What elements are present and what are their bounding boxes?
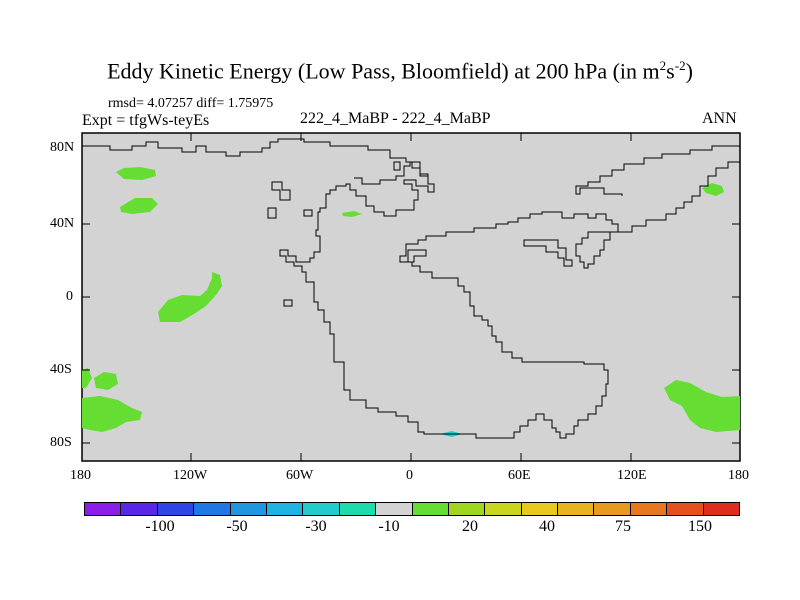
map-title: Eddy Kinetic Energy (Low Pass, Bloomfiel… [107,58,693,84]
lon-label-120e: 120E [617,468,647,483]
colorbar-swatch [194,503,231,515]
lon-label-60w: 60W [286,468,314,483]
colorbar-swatch [85,503,122,515]
coastline-island-6 [393,161,401,171]
positive-anomaly-patches [82,167,740,432]
patch-atlantic-north [342,211,362,217]
colorbar-label: -30 [305,518,327,535]
colorbar-label: 20 [462,518,478,535]
colorbar-label: -10 [378,518,400,535]
coastline-greenland [354,161,429,185]
stats-text: rmsd= 4.07257 diff= 1.75975 [108,96,274,111]
colorbar-swatch [667,503,704,515]
colorbar-swatch [485,503,522,515]
patch-north-pacific-2 [120,198,158,214]
colorbar-label: 150 [688,518,712,535]
colorbar-swatch [521,503,559,515]
colorbar-label: 40 [539,518,555,535]
coastline-eurasia-north [575,145,740,196]
colorbar-swatch [266,503,304,515]
patch-south-indian-east [664,380,740,432]
lon-label-60e: 60E [508,468,531,483]
coastline-eurasia-mirrored [399,161,740,439]
colorbar-swatch [630,503,668,515]
patch-south-pacific-1 [94,372,118,390]
coastline [82,138,740,439]
colorbar-label: 75 [615,518,631,535]
coastline-island-2 [267,207,277,219]
patch-south-pacific-2 [82,396,142,432]
case-label: 222_4_MaBP - 222_4_MaBP [300,110,491,127]
colorbar-swatch [339,503,377,515]
colorbar-swatch [121,503,158,515]
lat-label-80n: 80N [50,140,75,155]
coastline-island-3 [407,249,427,263]
colorbar-label: -100 [145,518,175,535]
colorbar-swatch [594,503,631,515]
map-ticks [82,133,740,461]
colorbar [84,502,740,516]
coastline-island-5 [283,299,293,307]
lon-label-0: 0 [406,468,413,483]
colorbar-swatch [303,503,340,515]
season-label: ANN [702,110,737,127]
colorbar-label: -50 [226,518,248,535]
colorbar-swatch [230,503,267,515]
patch-south-pacific-west [82,368,92,388]
lat-label-80s: 80S [50,435,72,450]
colorbar-swatch [703,503,740,515]
lat-label-40n: 40N [50,216,75,231]
colorbar-swatch [412,503,449,515]
colorbar-swatch [376,503,413,515]
coastline-island-7 [303,209,313,217]
lat-label-40s: 40S [50,362,72,377]
coastline-americas-mirrored [82,138,435,435]
lat-label-eq: 0 [66,289,73,304]
colorbar-swatch [448,503,486,515]
experiment-label: Expt = tfgWs-teyEs [82,112,210,129]
coastline-island-1 [271,181,291,201]
lon-label-180e: 180 [728,468,749,483]
patch-north-pacific-1 [116,167,156,180]
lon-label-180w: 180 [70,468,91,483]
coastline-island-4 [523,239,573,267]
colorbar-swatch [558,503,595,515]
patch-tropical-pacific [158,272,222,322]
colorbar-swatch [157,503,195,515]
lon-label-120w: 120W [173,468,208,483]
